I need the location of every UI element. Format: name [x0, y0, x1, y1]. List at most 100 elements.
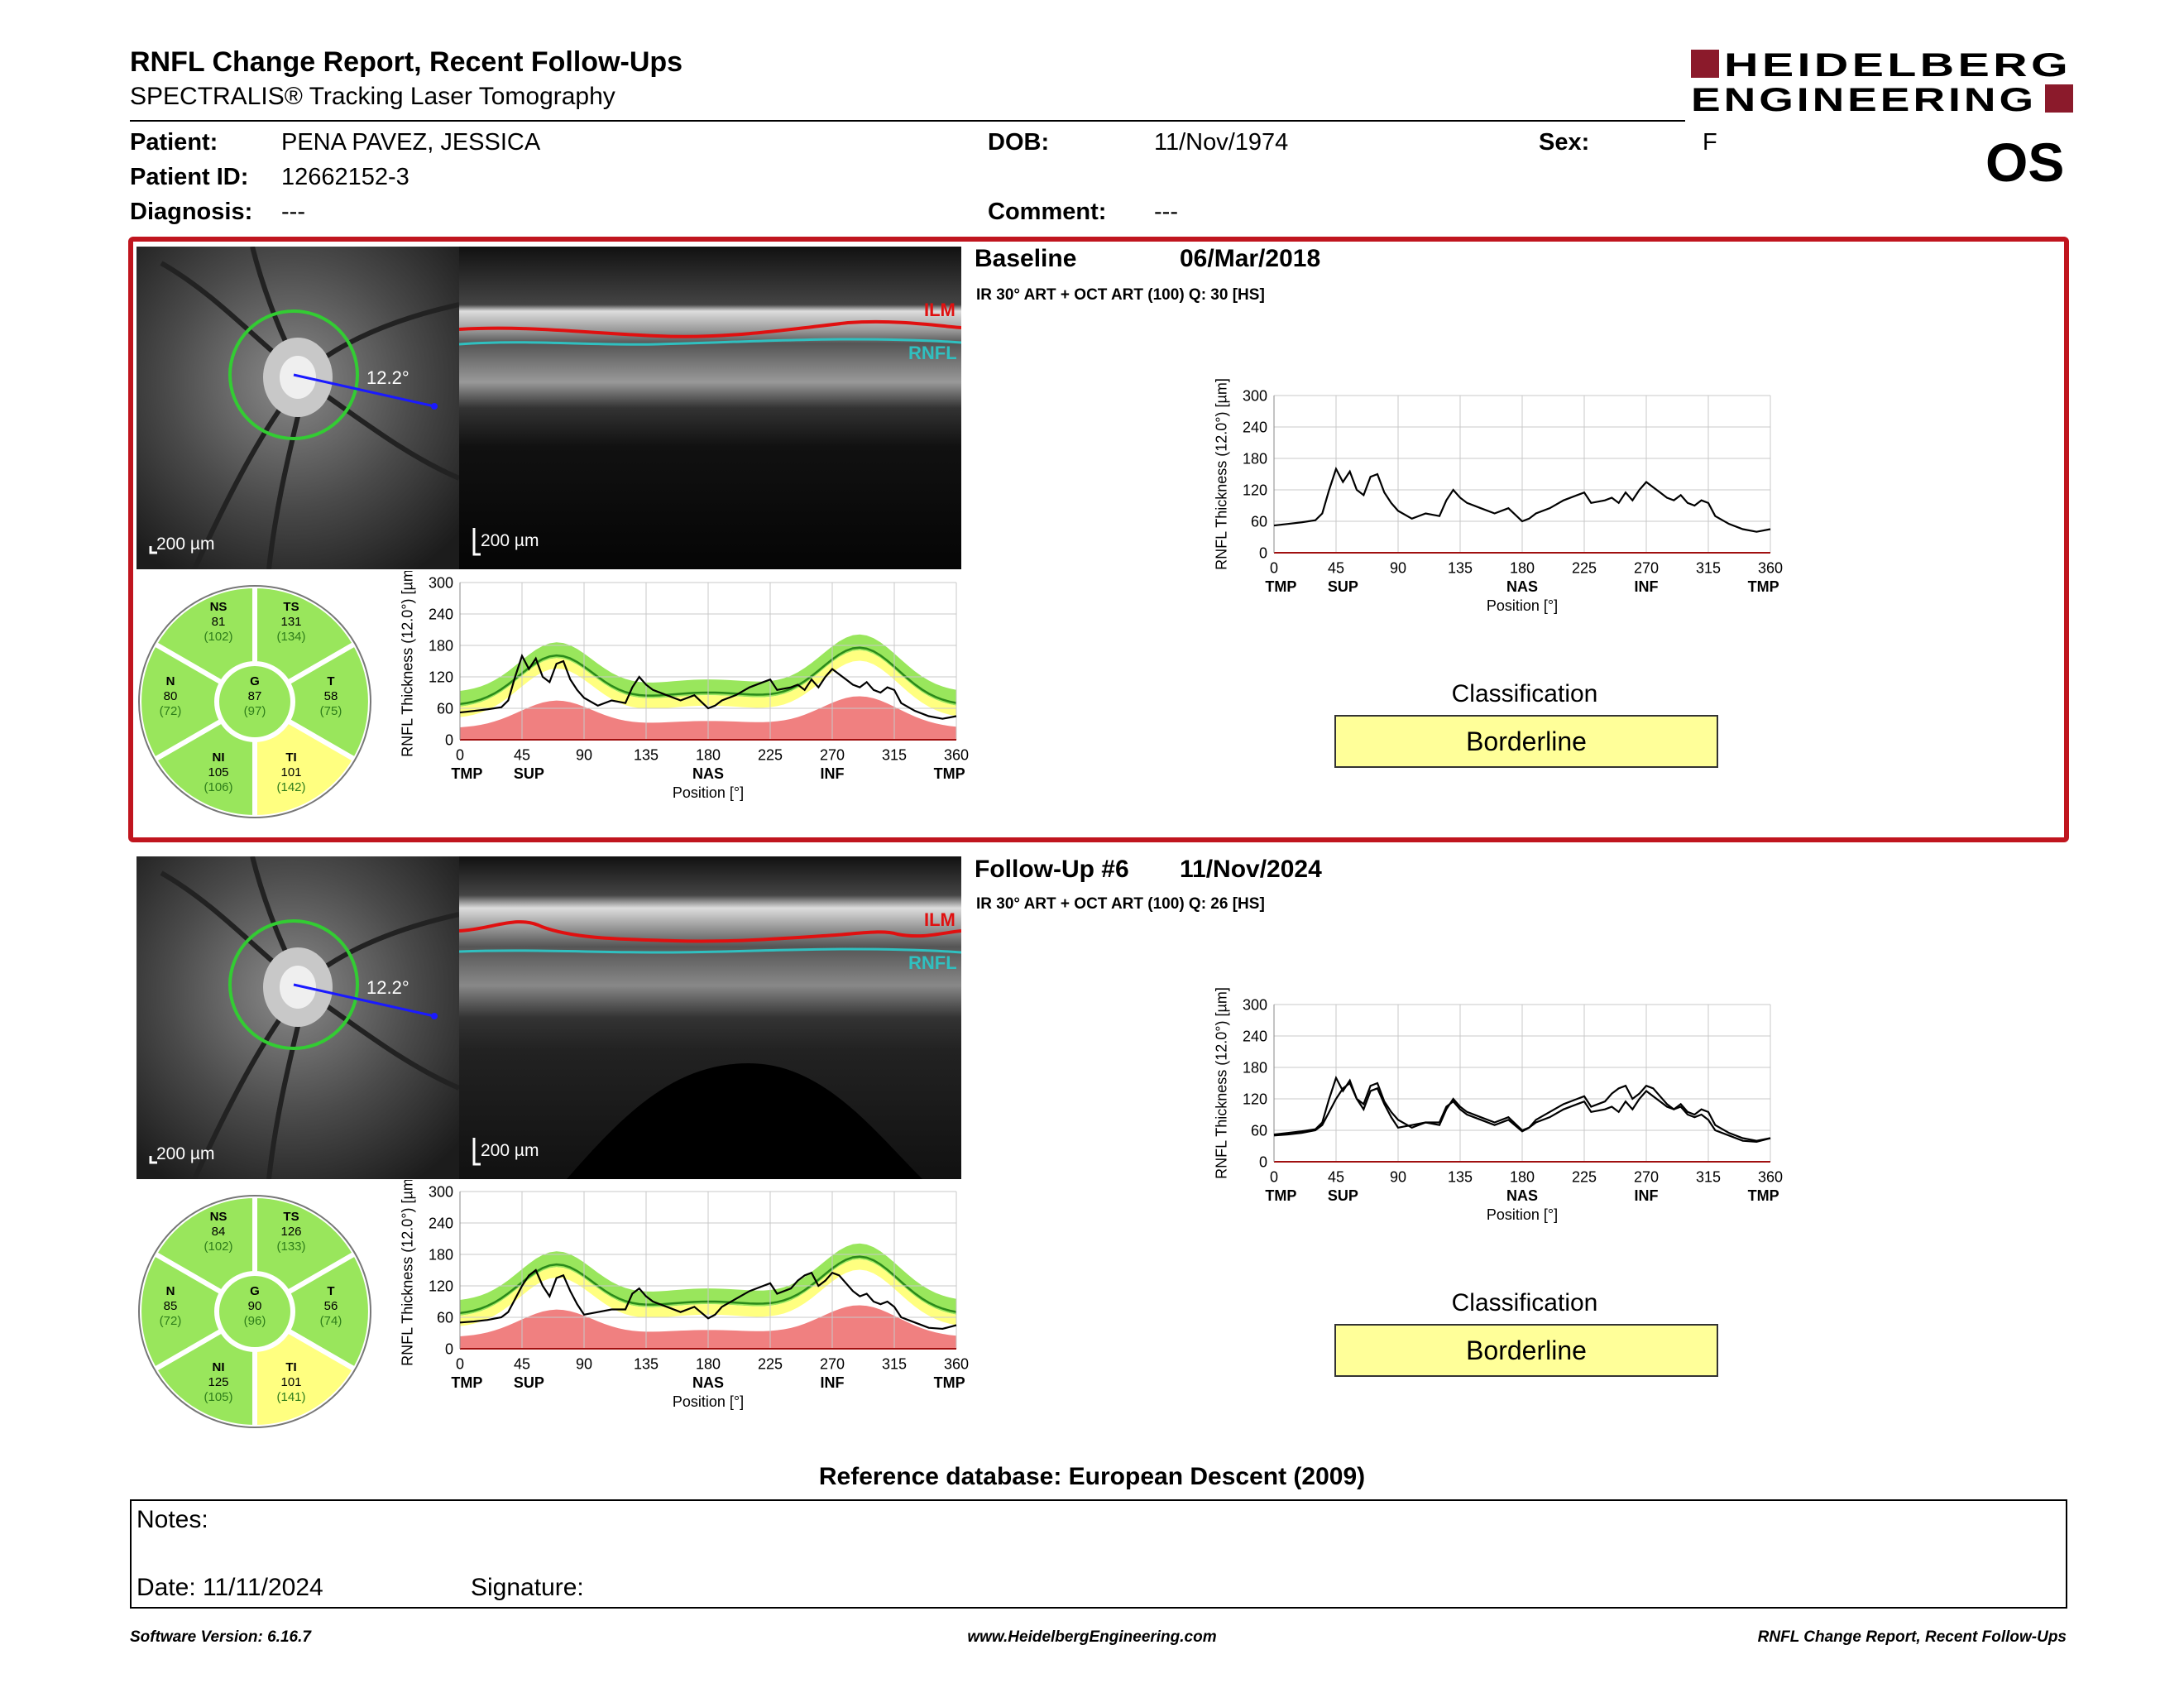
eye-label: OS — [1985, 132, 2065, 193]
sector-axis-label: TMP — [451, 765, 482, 782]
sector-axis-label: SUP — [1328, 578, 1358, 595]
x-tick-label: 360 — [944, 1355, 969, 1372]
x-tick-label: 315 — [1696, 559, 1721, 576]
followup-ts-name: TS — [283, 1210, 299, 1224]
y-tick-label: 240 — [429, 606, 453, 622]
patient-label: Patient: — [130, 129, 218, 156]
x-tick-label: 315 — [1696, 1168, 1721, 1185]
x-tick-label: 135 — [634, 1355, 659, 1372]
series-line-0 — [459, 653, 957, 720]
x-tick-label: 270 — [1634, 1168, 1659, 1185]
sector-axis-label: TMP — [934, 1374, 965, 1391]
baseline-g-normal: (97) — [244, 704, 266, 718]
baseline-ts-name: TS — [283, 600, 299, 614]
series-line-1 — [1273, 1081, 1771, 1144]
followup-ns-name: NS — [210, 1210, 228, 1224]
x-tick-label: 135 — [1448, 1168, 1473, 1185]
y-tick-label: 180 — [1243, 1059, 1267, 1076]
y-tick-label: 120 — [1243, 482, 1267, 498]
y-axis-title: RNFL Thickness (12.0°) [µm] — [1213, 378, 1229, 570]
followup-classification-title: Classification — [1451, 1289, 1598, 1316]
followup-thickness-normative-chart: 0 60 120 180 240 300 0 45 90 135 180 225 270 315 360 TM… — [399, 1180, 969, 1410]
y-tick-label: 180 — [429, 637, 453, 654]
baseline-t-normal: (75) — [320, 704, 342, 718]
sector-axis-label: TMP — [1265, 1187, 1296, 1204]
baseline-oct-scale: 200 µm — [481, 531, 539, 550]
logo-line1: HEIDELBERG — [1724, 48, 2071, 84]
baseline-sector-chart: NS 81 (102) TS 131 (134) N 80 (72) G 87 … — [136, 583, 373, 821]
baseline-ns-name: NS — [210, 600, 228, 614]
y-tick-label: 0 — [1259, 544, 1267, 561]
followup-oct-scale: 200 µm — [481, 1141, 539, 1160]
sector-axis-label: INF — [821, 1374, 845, 1391]
notes-box: Notes: Date: 11/11/2024 Signature: — [130, 1499, 2067, 1609]
baseline-ni-value: 105 — [208, 765, 228, 779]
x-tick-label: 180 — [1510, 559, 1535, 576]
followup-classification-box: Borderline — [1334, 1324, 1718, 1377]
footer-report-name: RNFL Change Report, Recent Follow-Ups — [1757, 1628, 2067, 1646]
followup-ns-normal: (102) — [204, 1240, 232, 1254]
baseline-panel-frame — [128, 237, 2069, 842]
y-tick-label: 300 — [1243, 996, 1267, 1013]
reference-database: Reference database: European Descent (20… — [818, 1463, 1366, 1490]
baseline-ti-name: TI — [285, 750, 296, 765]
baseline-ti-value: 101 — [280, 765, 301, 779]
x-tick-label: 45 — [514, 1355, 530, 1372]
followup-oct-image: ILM RNFL 200 µm — [459, 856, 961, 1179]
footer-software-version: Software Version: 6.16.7 — [130, 1628, 311, 1646]
followup-ni-name: NI — [213, 1360, 225, 1374]
y-tick-label: 120 — [1243, 1091, 1267, 1107]
x-tick-label: 360 — [944, 746, 969, 763]
y-axis-title: RNFL Thickness (12.0°) [µm] — [1213, 987, 1229, 1179]
x-tick-label: 90 — [576, 1355, 592, 1372]
baseline-thickness-chart: 0 60 120 180 240 300 0 45 90 135 180 225 270 315 360 TM… — [1213, 378, 1783, 614]
baseline-ts-normal: (134) — [276, 630, 305, 644]
baseline-angle-label: 12.2° — [366, 367, 410, 388]
y-tick-label: 60 — [437, 1309, 453, 1326]
baseline-classification-box: Borderline — [1334, 715, 1718, 768]
heidelberg-logo: HEIDELBERG ENGINEERING — [1691, 48, 2073, 114]
followup-ni-value: 125 — [208, 1375, 228, 1389]
comment-value: --- — [1154, 199, 1178, 225]
followup-ti-value: 101 — [280, 1375, 301, 1389]
followup-t-name: T — [327, 1284, 334, 1298]
y-tick-label: 300 — [1243, 387, 1267, 404]
followup-exam-date: 11/Nov/2024 — [1180, 856, 1322, 883]
baseline-t-name: T — [327, 674, 334, 688]
sector-axis-label: NAS — [692, 765, 724, 782]
baseline-ni-name: NI — [213, 750, 225, 765]
y-tick-label: 0 — [1259, 1153, 1267, 1170]
followup-fundus-scale: 200 µm — [156, 1144, 214, 1163]
baseline-ti-normal: (142) — [276, 780, 305, 794]
x-tick-label: 135 — [1448, 559, 1473, 576]
baseline-n-name: N — [166, 674, 175, 688]
x-tick-label: 0 — [456, 1355, 464, 1372]
footer-website[interactable]: www.HeidelbergEngineering.com — [967, 1628, 1217, 1646]
baseline-exam-label: Baseline — [975, 245, 1077, 272]
x-tick-label: 225 — [758, 746, 783, 763]
y-tick-label: 300 — [429, 574, 453, 591]
x-tick-label: 360 — [1758, 1168, 1783, 1185]
x-tick-label: 45 — [1328, 559, 1344, 576]
notes-label: Notes: — [136, 1506, 208, 1533]
sex-label: Sex: — [1539, 129, 1590, 156]
sector-axis-label: TMP — [934, 765, 965, 782]
x-tick-label: 270 — [820, 746, 845, 763]
baseline-ilm-label: ILM — [924, 300, 956, 320]
followup-angle-label: 12.2° — [366, 977, 410, 998]
baseline-fundus-scale: 200 µm — [156, 535, 214, 554]
followup-g-normal: (96) — [244, 1314, 266, 1328]
y-tick-label: 180 — [429, 1246, 453, 1263]
y-axis-title: RNFL Thickness (12.0°) [µm] — [399, 1180, 415, 1366]
dob-value: 11/Nov/1974 — [1154, 129, 1289, 156]
sector-axis-label: TMP — [1748, 1187, 1779, 1204]
sector-axis-label: INF — [821, 765, 845, 782]
y-tick-label: 300 — [429, 1183, 453, 1200]
x-tick-label: 90 — [1390, 559, 1406, 576]
followup-exam-label: Follow-Up #6 — [975, 856, 1129, 883]
x-axis-title: Position [°] — [1487, 597, 1558, 614]
patient-id: 12662152-3 — [281, 164, 410, 190]
sector-axis-label: TMP — [1748, 578, 1779, 595]
y-tick-label: 120 — [429, 1278, 453, 1294]
y-tick-label: 0 — [445, 1340, 453, 1357]
